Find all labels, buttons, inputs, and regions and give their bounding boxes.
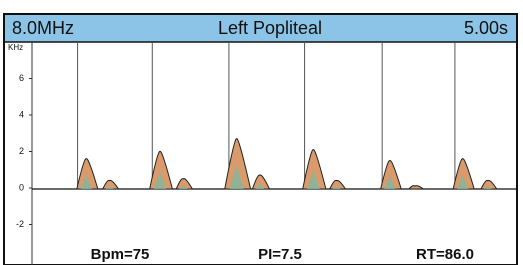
page: 8.0MHz Left Popliteal 5.00s Bpm=75 PI=7.… [0,0,523,265]
location: Left Popliteal [218,18,322,38]
y-tick-label: 0 [19,182,24,192]
y-axis-label: KHz [8,43,23,52]
y-tick-label: 2 [19,146,24,156]
frequency: 8.0MHz [12,18,74,38]
y-tick-label: 6 [19,73,24,83]
frame [4,14,517,265]
screen: 8.0MHz Left Popliteal 5.00s Bpm=75 PI=7.… [0,0,523,265]
pi: PI=7.5 [258,246,302,263]
y-tick-label: 4 [19,109,24,119]
y-tick-label: -2 [16,219,24,229]
rt: RT=86.0 [416,246,474,263]
duration: 5.00s [464,18,508,38]
bpm: Bpm=75 [91,246,150,263]
